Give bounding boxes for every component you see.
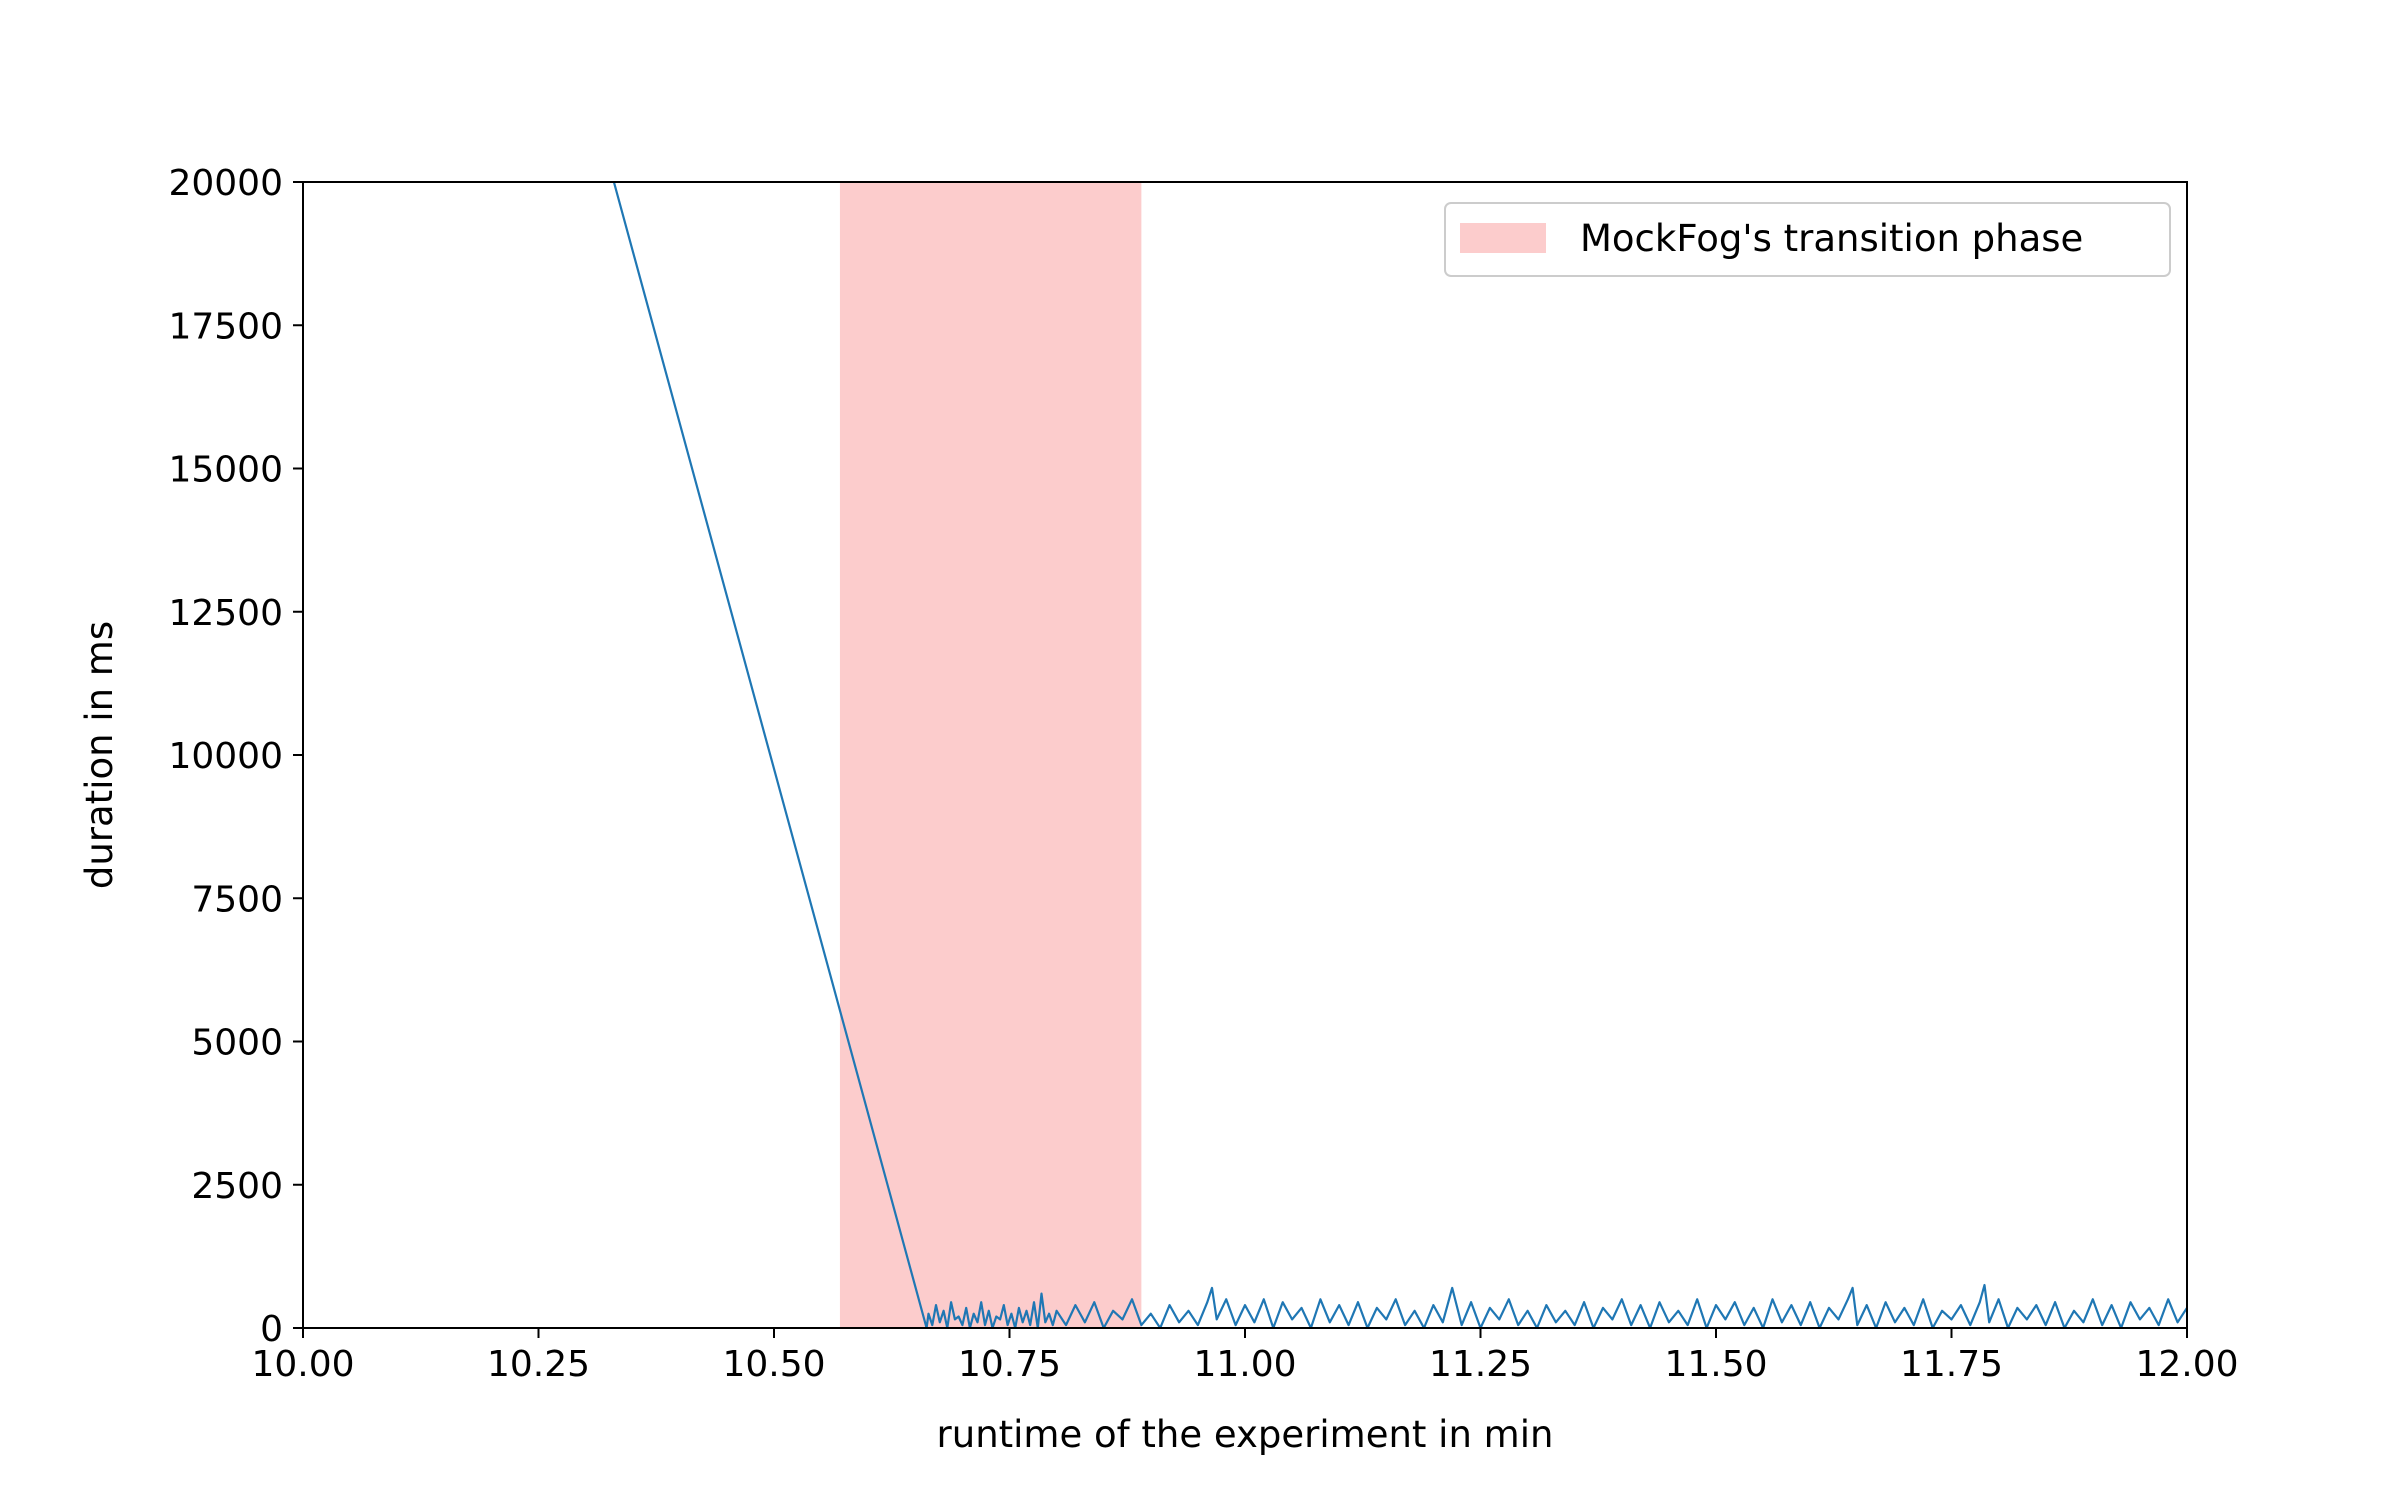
x-tick-label: 11.00 — [1193, 1344, 1296, 1385]
transition-phase-span — [839, 182, 1142, 1328]
x-tick-label: 10.50 — [722, 1344, 825, 1385]
y-tick-label: 17500 — [168, 306, 283, 347]
x-tick-label: 11.75 — [1900, 1344, 2003, 1385]
x-tick-label: 10.00 — [251, 1344, 354, 1385]
legend-label: MockFog's transition phase — [1580, 217, 2083, 260]
y-tick-label: 7500 — [191, 879, 283, 920]
y-tick-label: 12500 — [168, 593, 283, 634]
x-tick-label: 10.25 — [487, 1344, 590, 1385]
x-tick-label: 11.50 — [1664, 1344, 1767, 1385]
x-tick-label: 12.00 — [2135, 1344, 2238, 1385]
legend-swatch — [1460, 223, 1546, 253]
transition-phase-layer — [839, 182, 1142, 1328]
series-layer — [612, 182, 2187, 1328]
x-tick-label: 10.75 — [958, 1344, 1061, 1385]
axes-layer: 10.00 10.25 10.50 10.75 11.00 11.25 11.50 11.75… — [78, 163, 2239, 1456]
x-tick-label: 11.25 — [1429, 1344, 1532, 1385]
legend-box — [1444, 202, 2171, 277]
legend: MockFog's transition phase — [1444, 202, 2171, 277]
y-tick-label: 5000 — [191, 1023, 283, 1064]
series-line-0 — [612, 182, 2187, 1328]
y-tick-label: 2500 — [191, 1166, 283, 1207]
y-axis-label: duration in ms — [78, 621, 121, 889]
y-tick-label: 20000 — [168, 163, 283, 204]
x-axis-label: runtime of the experiment in min — [937, 1413, 1554, 1456]
y-tick-label: 15000 — [168, 450, 283, 491]
y-tick-label: 10000 — [168, 736, 283, 777]
y-tick-label: 0 — [260, 1309, 283, 1350]
plot-frame — [302, 181, 2188, 1329]
